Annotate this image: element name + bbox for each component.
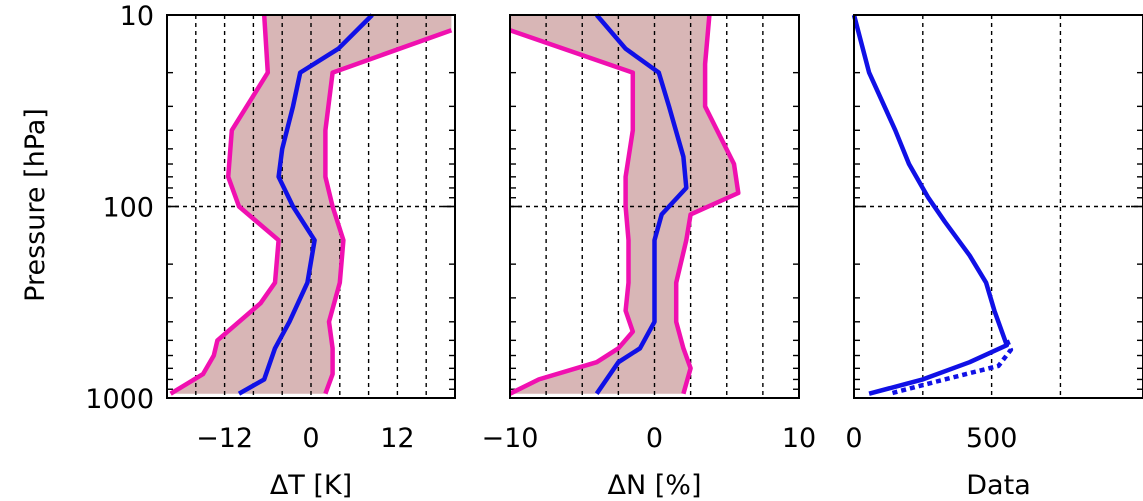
y-axis-label: Pressure [hPa] bbox=[20, 108, 51, 302]
x-axis-label: ΔT [K] bbox=[270, 470, 352, 501]
uncertainty-band-1 bbox=[510, 15, 739, 394]
xtick-label: 0 bbox=[302, 423, 319, 454]
ytick-label: 100 bbox=[102, 193, 154, 224]
xtick-label: −10 bbox=[482, 423, 539, 454]
series-line-1-1 bbox=[509, 28, 636, 396]
series-line-0-1 bbox=[169, 14, 281, 396]
plot-frame-2 bbox=[853, 14, 1143, 399]
uncertainty-band-0 bbox=[170, 15, 452, 394]
xtick-label: 0 bbox=[646, 423, 663, 454]
xtick-label: 0 bbox=[845, 423, 862, 454]
x-axis-label: ΔN [%] bbox=[608, 470, 702, 501]
series-line-2-0 bbox=[851, 14, 1010, 396]
series-line-1-2 bbox=[673, 14, 741, 395]
xtick-label: 500 bbox=[966, 423, 1018, 454]
series-line-1-0 bbox=[594, 13, 689, 395]
plot-frame-1 bbox=[509, 14, 800, 399]
ytick-label: 10 bbox=[120, 1, 154, 32]
x-axis-label: Data bbox=[966, 470, 1030, 501]
xtick-label: 10 bbox=[782, 423, 816, 454]
series-line-2-1 bbox=[889, 339, 1014, 396]
series-line-0-0 bbox=[237, 13, 374, 396]
ytick-label: 1000 bbox=[85, 384, 154, 415]
xtick-label: 12 bbox=[380, 423, 414, 454]
xtick-label: −12 bbox=[196, 423, 253, 454]
series-line-0-2 bbox=[323, 28, 453, 395]
plot-frame-0 bbox=[166, 14, 456, 399]
